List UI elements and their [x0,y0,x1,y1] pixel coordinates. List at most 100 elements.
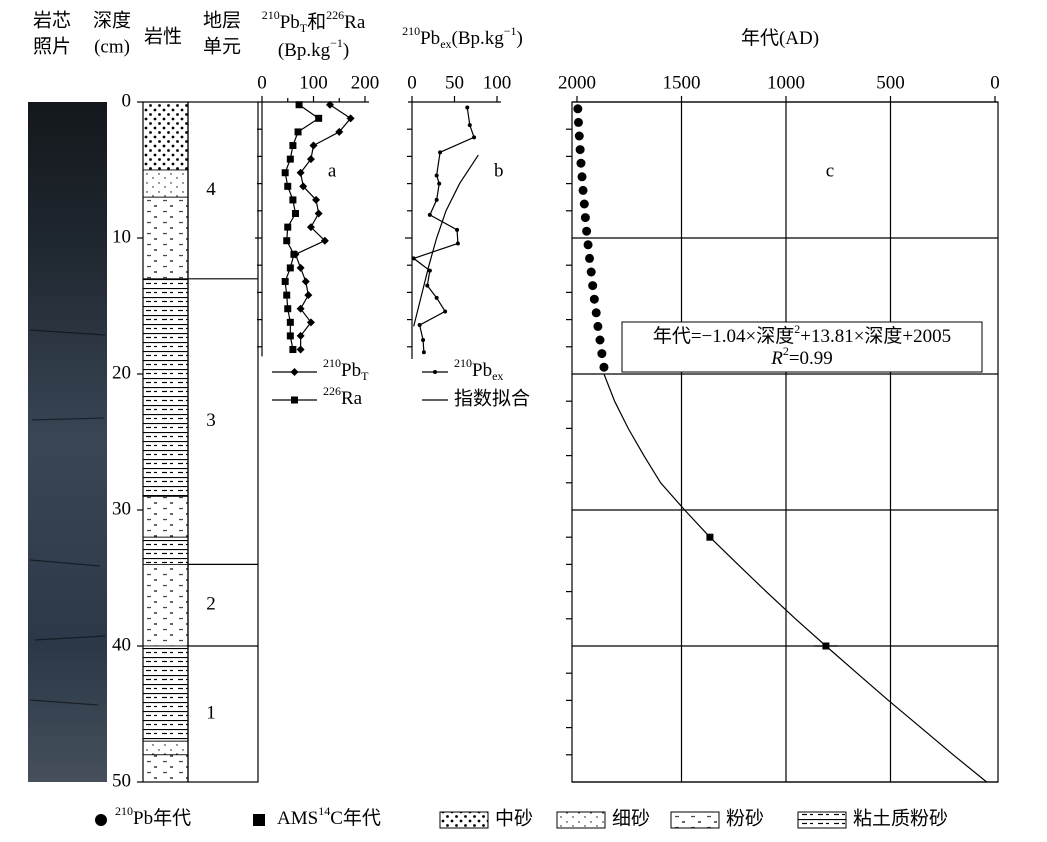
legend-swatch [556,811,606,829]
legend-label: 210PbT [323,356,369,383]
axis-title: 210PbT和226Ra [262,8,366,35]
legend-marker [95,814,107,826]
depth-tick-label: 10 [112,226,131,247]
text-part: 2 [794,322,800,336]
marker [299,182,308,191]
panel-label: b [494,160,504,181]
marker [438,150,443,155]
marker [421,350,426,355]
marker [434,173,439,178]
lithology-layer [142,564,189,647]
unit-label: 3 [206,410,216,431]
text-part: 210 [323,356,341,370]
x-tick-label: 1500 [663,72,701,93]
legend-label: 指数拟合 [454,387,530,409]
legend-swatch [670,811,720,829]
marker [437,181,442,186]
text-part: C年代 [330,807,381,829]
marker [304,291,313,300]
text-part: Pb [420,28,440,49]
series-line [412,107,475,353]
text-part: ex [440,37,451,51]
lithology-layer [142,754,189,783]
legend-swatch [439,811,489,829]
legend-label: 中砂 [495,807,533,829]
legend-label: AMS14C年代 [277,804,381,830]
marker [306,318,315,327]
text-part: 226 [326,8,344,22]
marker [290,368,299,376]
marker [301,277,310,286]
x-tick-label: 200 [351,72,380,93]
legend-label: 细砂 [612,807,650,829]
text-part: (Bp.kg [452,28,505,49]
marker [427,268,432,273]
axis-title: (Bp.kg−1) [278,36,349,62]
marker [286,155,294,163]
marker [295,101,303,109]
lithology-layer [142,536,189,565]
marker [575,145,585,155]
legend-label: 210Pb年代 [115,804,191,830]
marker [309,141,318,150]
text-part: R [770,348,783,369]
lithology-layer [142,645,189,742]
axis-title: 年代(AD) [741,27,819,49]
text-part: =0.99 [789,348,833,369]
marker [434,295,439,300]
marker [421,338,426,342]
text-part: ) [343,40,349,61]
header: 单元 [203,35,241,57]
text-part: 210 [454,356,472,370]
marker [314,209,323,218]
text-part: +13.81×深度+2005 [800,325,951,347]
marker [573,104,583,114]
text-part: Pb [472,360,492,381]
marker [294,128,302,136]
marker [289,196,297,204]
x-tick-label: 2000 [558,72,596,93]
marker [597,349,607,359]
x-tick-label: 100 [299,72,328,93]
marker [286,318,294,326]
legend-label: 226Ra [323,384,363,410]
marker [588,281,598,291]
equation-box [621,321,983,373]
text-part: (Bp.kg [278,40,331,61]
marker [346,114,355,123]
lithology-layer [142,740,189,756]
equation: R2=0.99 [770,344,833,370]
lithology-layer [142,101,189,171]
marker [595,335,605,345]
marker [455,241,460,246]
lithology-layer [142,169,189,198]
text-part: AMS [277,808,318,829]
marker [586,267,596,277]
marker [296,263,305,272]
header: 地层 [203,9,241,31]
series-line [603,373,988,783]
marker [306,155,315,164]
text-part: Pb [280,12,300,33]
header: 照片 [33,35,71,57]
marker [296,304,305,313]
text-part: Ra [341,388,363,409]
text-part: 226 [323,384,341,398]
marker [283,291,291,299]
marker [290,250,298,258]
lithology-layer [142,196,189,280]
panel-label: c [826,160,834,181]
marker [425,283,430,288]
marker [589,294,599,304]
legend-label: 粉砂 [726,807,764,829]
core-photo [28,102,107,782]
header: 深度 [93,9,131,31]
header: 岩芯 [33,9,71,31]
marker [284,223,292,231]
marker [593,321,603,331]
marker [467,123,472,128]
depth-tick-label: 30 [112,498,131,519]
marker [434,197,439,202]
x-tick-label: 0 [407,72,417,93]
marker [443,309,448,314]
